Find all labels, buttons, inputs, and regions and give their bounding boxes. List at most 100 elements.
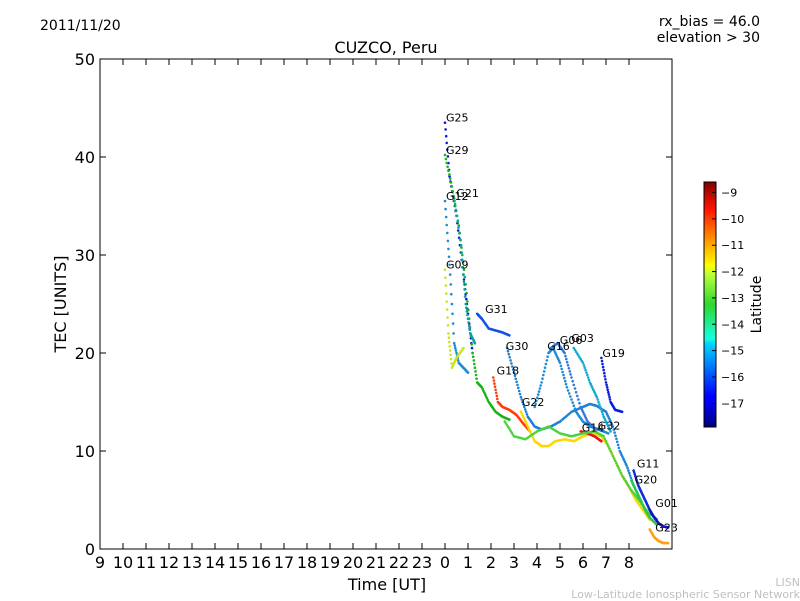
series-label: G32: [598, 419, 621, 432]
data-point: [602, 435, 605, 438]
credit-footer: LISN Low-Latitude Ionospheric Sensor Net…: [571, 577, 800, 601]
data-point: [451, 190, 455, 193]
data-point: [510, 362, 513, 365]
data-point: [514, 377, 517, 381]
data-point: [620, 410, 624, 414]
data-point: [445, 308, 449, 311]
x-axis-label: Time [UT]: [347, 575, 426, 594]
data-point: [600, 439, 603, 443]
data-point: [458, 238, 462, 241]
data-point: [542, 373, 545, 377]
data-point: [444, 215, 448, 219]
data-point: [627, 485, 631, 488]
data-point: [444, 157, 448, 161]
data-point: [596, 398, 599, 401]
data-point: [569, 395, 572, 398]
series-label: G19: [602, 347, 625, 360]
x-tick-label: 18: [297, 553, 317, 572]
data-point: [606, 388, 609, 392]
data-point: [567, 367, 571, 370]
data-point: [452, 341, 456, 345]
data-point: [458, 232, 461, 235]
data-point: [564, 382, 568, 386]
series-label: G03: [571, 332, 594, 345]
data-point: [454, 208, 458, 212]
data-point: [473, 341, 477, 345]
colorbar-tick-label: −16: [721, 371, 744, 384]
data-point: [574, 390, 578, 394]
data-point: [466, 371, 470, 374]
data-point: [508, 334, 511, 337]
receiver-info: rx_bias = 46.0 elevation > 30: [657, 14, 760, 46]
data-point: [448, 340, 451, 344]
data-point: [537, 390, 541, 393]
data-point: [494, 388, 497, 392]
data-point: [455, 351, 458, 355]
data-point: [605, 383, 608, 387]
data-point: [446, 239, 450, 243]
data-point: [452, 194, 455, 198]
data-point: [448, 177, 452, 180]
data-point: [444, 276, 447, 280]
data-point: [519, 395, 523, 399]
data-point: [607, 390, 610, 394]
colorbar-tick-label: −10: [721, 213, 744, 226]
data-point: [628, 474, 632, 477]
data-point: [586, 376, 590, 379]
data-point: [542, 370, 546, 373]
data-point: [493, 382, 496, 385]
data-point: [598, 403, 601, 406]
data-point: [563, 351, 566, 355]
series-g21: [452, 196, 477, 345]
x-tick-label: 19: [320, 553, 340, 572]
x-tick-label: 8: [624, 553, 634, 572]
data-point: [457, 224, 461, 227]
data-point: [452, 332, 455, 335]
data-point: [465, 306, 468, 310]
x-tick-label: 9: [95, 553, 105, 572]
data-point: [566, 364, 570, 367]
data-point: [464, 283, 468, 286]
data-point: [446, 324, 450, 327]
data-point: [583, 366, 586, 370]
data-point: [453, 344, 457, 347]
data-point: [454, 346, 457, 350]
data-point: [539, 384, 542, 387]
x-tick-label: 3: [509, 553, 519, 572]
data-point: [445, 292, 448, 295]
data-point: [561, 370, 564, 374]
data-point: [608, 447, 611, 450]
x-tick-label: 17: [274, 553, 294, 572]
series-g06: [549, 341, 605, 433]
data-point: [447, 336, 451, 340]
data-point: [602, 430, 605, 433]
data-point: [452, 196, 456, 200]
series-g03: [572, 346, 612, 433]
data-point: [447, 169, 450, 172]
data-point: [544, 362, 548, 366]
x-tick-label: 4: [532, 553, 542, 572]
data-point: [573, 387, 577, 390]
data-point: [445, 141, 449, 145]
x-tick-label: 20: [343, 553, 363, 572]
data-point: [586, 373, 589, 377]
data-point: [450, 185, 454, 188]
data-point: [562, 373, 565, 377]
data-point: [599, 405, 602, 409]
data-point: [536, 393, 540, 396]
x-tick-label: 7: [601, 553, 611, 572]
series-label: G12: [446, 190, 469, 203]
data-point: [463, 295, 467, 298]
data-point: [571, 379, 574, 383]
data-point: [473, 362, 476, 366]
x-tick-label: 22: [389, 553, 409, 572]
data-point: [541, 377, 544, 381]
colorbar-scale: [703, 181, 717, 428]
data-point: [604, 378, 607, 381]
data-point: [465, 310, 469, 313]
data-point: [475, 377, 478, 381]
data-point: [495, 394, 499, 398]
data-point: [615, 437, 618, 441]
